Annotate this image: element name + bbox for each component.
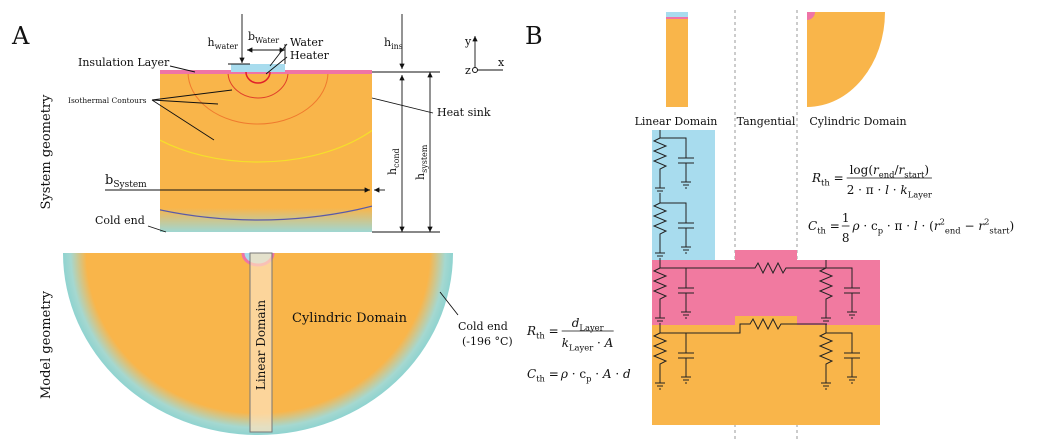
formula-part: ρ · cp · A · d	[560, 367, 631, 384]
dimension-label: hsystem	[414, 144, 429, 180]
annotation: (-196 °C)	[462, 335, 513, 348]
dimension-label: hcond	[386, 148, 401, 175]
dimension-label: bSystem	[105, 173, 147, 190]
formula-symbol: )	[924, 163, 929, 177]
figure: A System geometry Model geometry Insulat…	[0, 0, 1057, 446]
axis-label: x	[498, 56, 505, 69]
formula-symbol: ·	[593, 336, 604, 350]
formula-symbol: A	[602, 367, 612, 381]
formula-symbol: · c	[860, 219, 878, 233]
cylindric-quarter	[807, 12, 885, 107]
annotation: Heater	[290, 49, 330, 62]
annotation: Linear Domain	[254, 300, 268, 391]
formula-symbol: Layer	[908, 190, 932, 200]
annotation: Cold end	[458, 320, 508, 333]
formula-symbol: d	[623, 367, 631, 381]
formula-symbol: · (	[918, 219, 934, 233]
formula-symbol: ·	[591, 367, 602, 381]
formula-symbol: A	[604, 336, 614, 350]
annotation: Water	[290, 36, 324, 49]
formula-part: Cth =	[808, 219, 840, 236]
annotation: Isothermal Contours	[68, 96, 147, 105]
domain-label: Cylindric Domain	[809, 115, 906, 128]
formula-symbol: start	[989, 226, 1010, 236]
formula-part: 2 · π · l · kLayer	[847, 183, 932, 200]
formula-symbol: Layer	[569, 343, 593, 353]
formula-symbol: 2 · π ·	[847, 183, 885, 197]
formula-symbol: 1	[842, 211, 850, 225]
formula-symbol: R	[811, 171, 821, 185]
dimension-label: bWater	[248, 30, 279, 45]
formula-symbol: R	[526, 324, 536, 338]
annotation: Cylindric Domain	[292, 311, 408, 326]
formula-part: kLayer · A	[562, 336, 614, 353]
formula-part: 1	[842, 211, 850, 225]
formula-symbol: ·	[612, 367, 623, 381]
formula-symbol: C	[527, 367, 536, 381]
formula-symbol: k	[562, 336, 569, 350]
domain-label: Linear Domain	[635, 115, 718, 128]
formula-part: Rth =	[811, 171, 844, 188]
formula-symbol: ρ	[560, 367, 568, 381]
formula-symbol: 8	[842, 231, 850, 245]
formula-part: Rth =	[526, 324, 559, 341]
annotation: Insulation Layer	[78, 56, 170, 69]
linear-strip	[666, 12, 688, 107]
formula-symbol: · c	[568, 367, 586, 381]
formula-symbol: −	[961, 219, 979, 233]
formula-symbol: =	[545, 367, 559, 381]
formula-symbol: =	[545, 324, 559, 338]
formula-part: Cth =	[527, 367, 559, 384]
formula-symbol: · π ·	[883, 219, 914, 233]
formula-symbol: ρ	[851, 219, 859, 233]
formula-symbol: C	[808, 219, 817, 233]
formula-part: 8	[842, 231, 850, 245]
domain-label: Tangential	[737, 115, 796, 128]
formula-symbol: =	[830, 171, 844, 185]
axis-label: y	[464, 35, 472, 48]
formula-symbol: =	[826, 219, 840, 233]
axis-label: z	[465, 64, 471, 77]
section-label: System geometry	[39, 94, 54, 210]
formula-part: dLayer	[572, 316, 604, 333]
dimension-label: hins	[384, 36, 403, 51]
dimension-label: hwater	[208, 36, 239, 51]
panel-label: A	[11, 22, 30, 50]
formula-symbol: ·	[889, 183, 900, 197]
water-layer	[652, 130, 715, 262]
panel-label: B	[525, 22, 543, 50]
system-domain	[160, 72, 372, 232]
section-label: Model geometry	[39, 290, 54, 399]
formula-part: ρ · cp · π · l · (r2end − r2start)	[851, 217, 1014, 236]
formula-symbol: k	[900, 183, 907, 197]
formula-symbol: )	[1009, 219, 1014, 233]
formula-part: log(rend/rstart)	[850, 163, 929, 180]
annotation: Heat sink	[437, 106, 491, 119]
formula-symbol: end	[945, 226, 961, 236]
formula-symbol: log(	[850, 163, 873, 177]
annotation: Cold end	[95, 214, 145, 227]
